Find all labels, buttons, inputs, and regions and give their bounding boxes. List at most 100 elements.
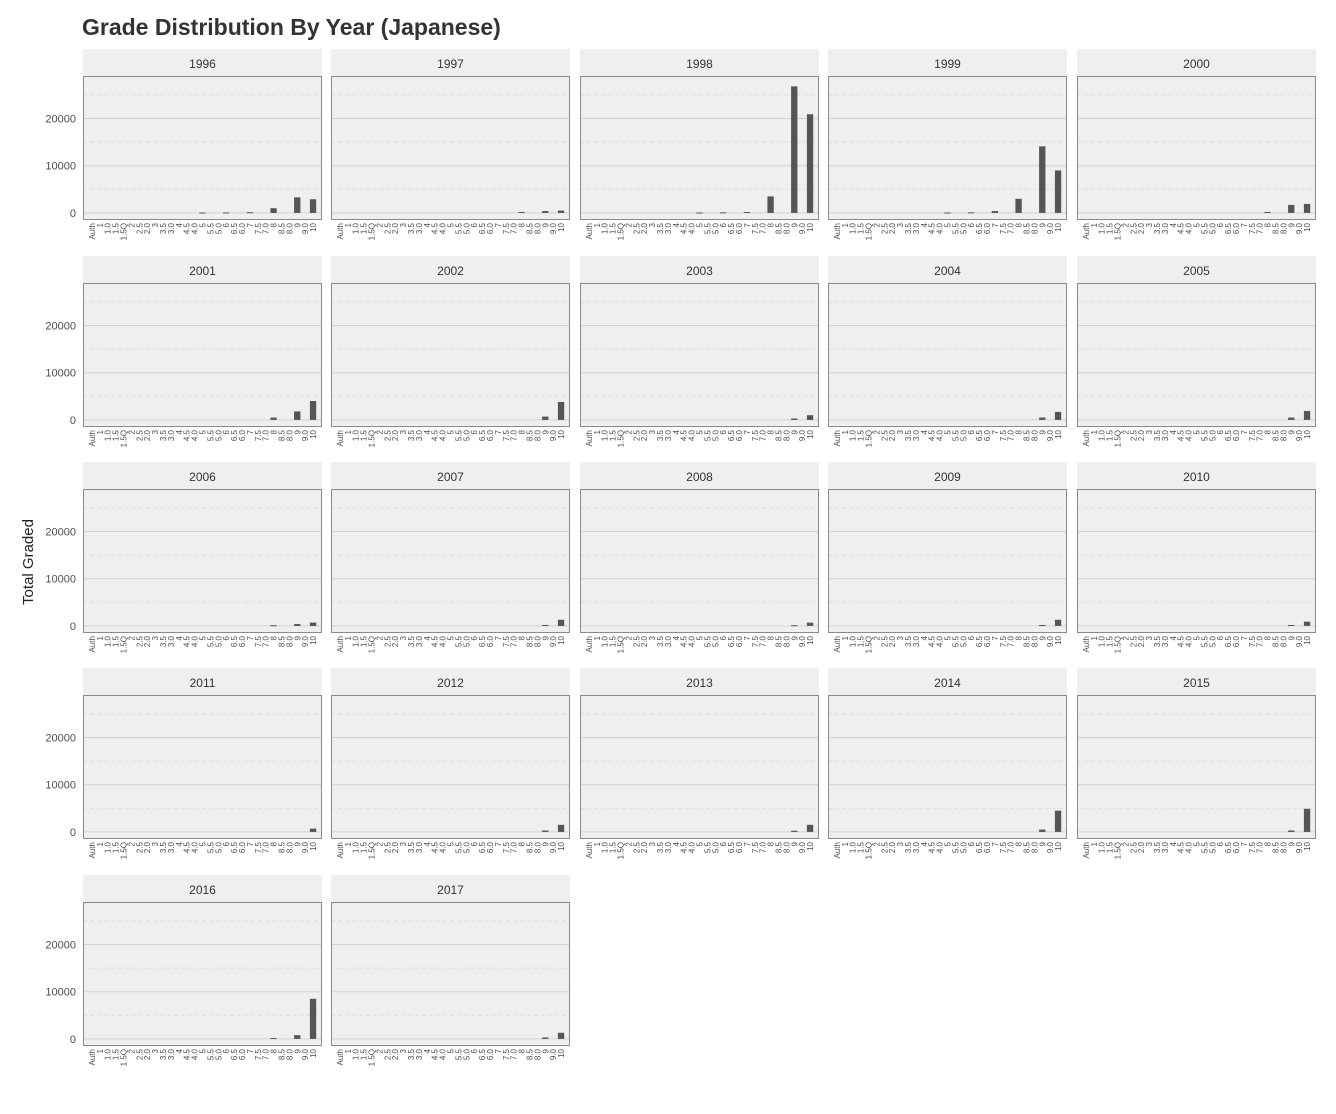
x-tick-label: 1.5Q: [368, 430, 377, 447]
x-tick-label: 6: [967, 429, 976, 434]
x-tick-label: 8.0: [285, 841, 294, 853]
x-tick-label: 5: [696, 841, 705, 846]
x-tick-label: 8.0: [533, 841, 542, 853]
x-tick-label: 1: [344, 429, 353, 434]
x-tick-label: 5: [199, 841, 208, 846]
x-tick-label: 8.0: [1279, 635, 1288, 647]
panel-border: [83, 76, 322, 220]
x-tick-label: 2: [1121, 635, 1130, 640]
x-tick-label: 6.5: [230, 429, 239, 441]
x-tick-label: 6: [967, 635, 976, 640]
x-tick-label: 6: [470, 1048, 479, 1053]
x-tick-label: 7: [743, 635, 752, 640]
x-tick-label: 7.0: [759, 429, 768, 441]
facet-strip-label: 2017: [437, 883, 464, 897]
x-tick-label: 2.0: [143, 222, 152, 234]
x-tick-label: 9: [1038, 429, 1047, 434]
x-tick-label: 6: [719, 429, 728, 434]
x-tick-label: 1.5Q: [368, 636, 377, 653]
x-tick-label: 1.5Q: [120, 842, 129, 859]
x-tick-label: 4.0: [936, 635, 945, 647]
facet-panel-2006: 200601000020000Auth11.01.51.5Q22.52.033.…: [45, 462, 322, 653]
x-tick-label: 3.5: [1153, 222, 1162, 234]
x-tick-label: 1.5Q: [368, 1049, 377, 1066]
x-tick-label: 1.5Q: [865, 430, 874, 447]
x-tick-label: 1.5: [112, 841, 121, 853]
x-tick-label: 4: [423, 1048, 432, 1053]
x-tick-label: 2.0: [1137, 635, 1146, 647]
facet-panel-2017: 2017 Auth11.01.51.5Q22.52.033.53.044.54.0…: [331, 875, 570, 1066]
x-tick-label: 7.0: [1256, 222, 1265, 234]
x-tick-label: 1.0: [104, 635, 113, 647]
x-tick-label: Auth: [833, 430, 842, 446]
bar-10: [1303, 410, 1311, 420]
x-tick-label: 1.5Q: [1114, 223, 1123, 240]
x-tick-label: 2: [624, 841, 633, 846]
x-tick-label: 8.0: [285, 1048, 294, 1060]
x-tick-label: 2.5: [383, 222, 392, 234]
x-tick-label: 4.0: [936, 222, 945, 234]
x-tick-label: 6.0: [983, 841, 992, 853]
x-tick-label: 2: [624, 635, 633, 640]
x-tick-label: 5: [1193, 841, 1202, 846]
panel-border: [83, 489, 322, 633]
facet-strip: [83, 256, 322, 283]
facet-strip: [1077, 49, 1316, 76]
x-tick-label: 9.0: [301, 222, 310, 234]
x-tick-label: 9: [1038, 222, 1047, 227]
x-tick-label: 6.5: [727, 635, 736, 647]
x-tick-label: 4.5: [431, 429, 440, 441]
x-tick-label: 1: [1090, 635, 1099, 640]
x-tick-label: 10: [806, 429, 815, 438]
x-tick-label: 3: [896, 429, 905, 434]
x-tick-label: 7: [991, 429, 1000, 434]
x-tick-label: Auth: [1082, 636, 1091, 652]
x-tick-label: 6: [967, 841, 976, 846]
x-tick-label: 9: [790, 429, 799, 434]
x-tick-label: 10: [806, 635, 815, 644]
x-tick-label: 6.0: [1232, 635, 1241, 647]
x-tick-label: 1.0: [104, 429, 113, 441]
x-tick-label: 7.0: [510, 222, 519, 234]
x-tick-label: Auth: [88, 430, 97, 446]
x-tick-label: 3.0: [1161, 635, 1170, 647]
x-tick-label: 2.5: [383, 1048, 392, 1060]
x-tick-label: 3.0: [1161, 841, 1170, 853]
x-tick-label: 8: [1015, 635, 1024, 640]
x-tick-label: 2.5: [135, 1048, 144, 1060]
x-tick-label: 3.0: [664, 429, 673, 441]
x-tick-label: 3: [399, 635, 408, 640]
x-tick-label: 10: [557, 635, 566, 644]
panel-background: [1077, 489, 1316, 633]
bar-9: [542, 416, 549, 420]
x-tick-label: 4.5: [183, 222, 192, 234]
x-tick-label: 9.0: [549, 222, 558, 234]
x-tick-label: 4: [672, 635, 681, 640]
x-tick-label: 4.0: [688, 635, 697, 647]
x-tick-label: 3.0: [1161, 429, 1170, 441]
bar-8: [1015, 198, 1022, 213]
bar-10: [309, 828, 317, 832]
x-tick-label: 4: [175, 635, 184, 640]
x-tick-label: 5: [696, 222, 705, 227]
x-tick-label: 4: [423, 635, 432, 640]
x-tick-label: 3: [1145, 429, 1154, 434]
panel-background: [1077, 695, 1316, 839]
x-tick-label: 7: [1240, 429, 1249, 434]
panel-border: [828, 76, 1067, 220]
facet-strip: [83, 875, 322, 902]
x-tick-label: 3.5: [407, 222, 416, 234]
x-tick-label: 4.0: [688, 429, 697, 441]
x-tick-label: 7.5: [751, 222, 760, 234]
x-tick-label: 1.5Q: [617, 223, 626, 240]
x-tick-label: 8.0: [533, 635, 542, 647]
bar-9: [294, 197, 301, 213]
bar-9: [791, 418, 798, 420]
x-tick-label: 4.0: [936, 841, 945, 853]
facet-panel-2015: 2015 Auth11.01.51.5Q22.52.033.53.044.54.0…: [1077, 668, 1316, 859]
x-tick-label: 1.0: [849, 429, 858, 441]
x-tick-label: 8.0: [1030, 429, 1039, 441]
facet-panel-1997: 1997 Auth11.01.51.5Q22.52.033.53.044.54.0…: [331, 49, 570, 240]
x-tick-label: 3.5: [159, 1048, 168, 1060]
x-tick-label: 8: [270, 635, 279, 640]
